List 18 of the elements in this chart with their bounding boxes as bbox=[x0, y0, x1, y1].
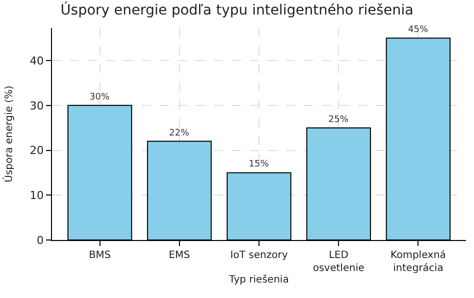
y-tick-label: 30 bbox=[30, 99, 44, 112]
data-label: 15% bbox=[248, 160, 270, 170]
x-tick-label: Komplexná integrácia bbox=[390, 250, 446, 274]
x-tick-label: IoT senzory bbox=[230, 250, 288, 261]
y-tick-label: 10 bbox=[30, 188, 44, 202]
chart-title: Úspory energie podľa typu inteligentného riešenia bbox=[60, 1, 414, 18]
data-label: 22% bbox=[169, 128, 190, 138]
y-axis-title: Úspora energie (%) bbox=[2, 86, 15, 182]
x-tick-label: EMS bbox=[168, 250, 190, 261]
x-axis-title: Typ riešenia bbox=[228, 274, 289, 286]
y-tick-label: 0 bbox=[36, 234, 44, 247]
data-label: 30% bbox=[90, 92, 110, 102]
x-tick-label: LED osvetlenie bbox=[312, 250, 364, 274]
y-tick-label: 20 bbox=[30, 144, 44, 158]
data-label: 25% bbox=[328, 114, 349, 125]
data-label: 45% bbox=[408, 25, 428, 36]
x-tick-label: BMS bbox=[88, 250, 111, 261]
y-tick-label: 40 bbox=[30, 54, 44, 68]
